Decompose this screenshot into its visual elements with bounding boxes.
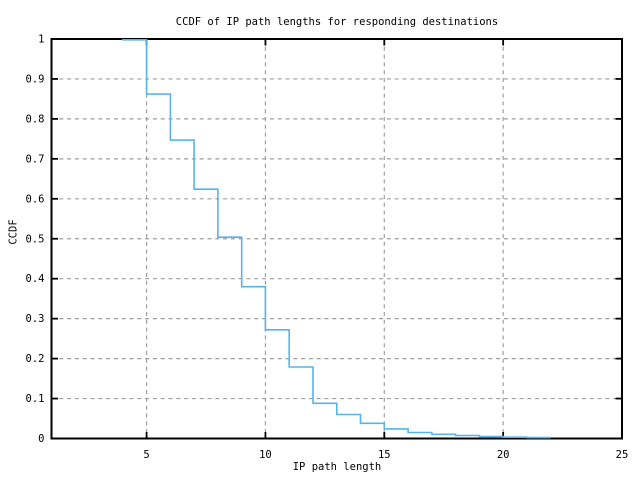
y-tick-label-0: 0: [38, 433, 44, 445]
x-tick-label-5: 5: [143, 449, 149, 461]
x-tick-label-15: 15: [378, 449, 391, 461]
x-tick-label-10: 10: [259, 449, 272, 461]
y-tick-label-0.3: 0.3: [26, 313, 45, 325]
y-tick-label-0.1: 0.1: [26, 393, 45, 405]
grid-layer: [51, 39, 622, 439]
x-tick-label-25: 25: [616, 449, 629, 461]
y-tick-label-0.7: 0.7: [26, 153, 45, 165]
chart-title: CCDF of IP path lengths for responding d…: [176, 16, 498, 28]
x-axis-label: IP path length: [293, 461, 382, 473]
y-tick-label-0.8: 0.8: [26, 113, 45, 125]
y-tick-label-1: 1: [38, 34, 44, 46]
y-tick-label-0.6: 0.6: [26, 193, 45, 205]
series-layer: [122, 39, 552, 439]
y-axis-label: CCDF: [8, 219, 20, 244]
y-tick-label-0.4: 0.4: [26, 273, 45, 285]
x-tick-label-20: 20: [497, 449, 510, 461]
y-tick-label-0.2: 0.2: [26, 353, 45, 365]
y-tick-label-0.5: 0.5: [26, 233, 45, 245]
axis-layer: 5 10 15 20 25 0 0.1 0.2 0.3 0.4 0.5 0.6 0.7 0.8 0.9 1: [26, 34, 629, 462]
ccdf-of-ip-path-length-curve: [122, 39, 552, 439]
y-tick-label-0.9: 0.9: [26, 73, 45, 85]
